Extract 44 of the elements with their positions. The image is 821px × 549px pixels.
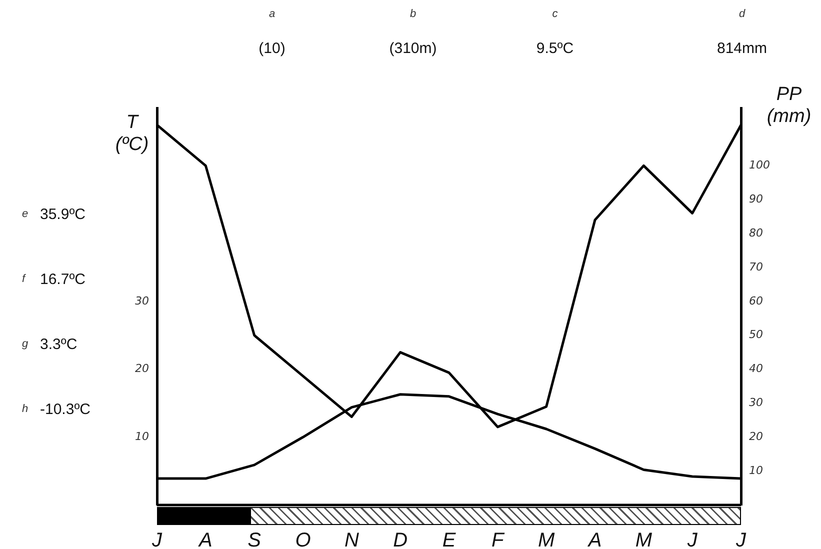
y-tick-label: 20 [135,362,149,376]
x-tick-label: M [635,530,652,549]
x-tick-label: J [735,530,747,549]
text: e [22,208,28,220]
x-tick-label: N [344,530,360,549]
y-axis-title: T (ºC) [115,112,149,156]
x-tick-label: A [198,530,212,549]
y2-tick-label: 100 [749,158,770,172]
x-tick-label: M [538,530,555,549]
y2-tick-label: 20 [749,430,763,443]
text: h [22,403,28,415]
x-tick-label: J [151,530,163,549]
y2-tick-label: 50 [749,328,763,342]
y2-axis-title: PP (mm) [766,84,812,128]
text: f [22,273,26,285]
text: (310m) [389,40,437,57]
text: c [552,8,558,20]
y-tick-label: 10 [135,430,149,443]
y2-tick-label: 60 [749,294,763,308]
y2-tick-label: 80 [749,226,763,240]
y2-tick-label: 40 [749,362,763,376]
text: 9.5ºC [536,40,574,57]
y-tick-label: 30 [135,294,149,308]
text: 814mm [716,40,768,57]
y2-tick-label: 90 [749,192,763,206]
y2-tick-label: 70 [749,260,763,274]
x-tick-label: A [587,530,602,549]
x-tick-label: O [295,530,311,549]
x-tick-label: E [442,530,456,549]
x-tick-label: D [393,530,408,549]
text: 16.7ºC [40,271,86,288]
text: 3.3ºC [40,336,78,353]
x-tick-label: J [686,530,698,549]
text: b [410,8,416,20]
text: d [738,8,746,20]
text: (10) [258,40,286,57]
x-tick-label: S [248,530,262,549]
y2-tick-label: 30 [749,396,763,410]
text: 35.9ºC [40,206,86,223]
x-tick-label: F [492,530,506,549]
text: g [22,338,28,350]
y2-tick-label: 10 [749,464,763,477]
text: -10.3ºC [40,401,91,418]
text: a [268,8,276,20]
